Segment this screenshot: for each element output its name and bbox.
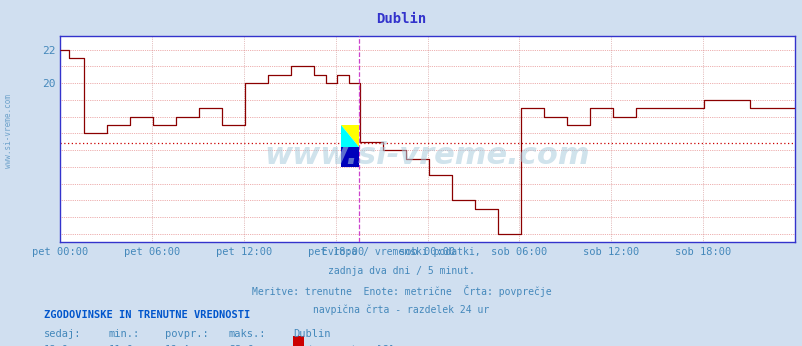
Text: maks.:: maks.: [229,329,266,339]
Text: Meritve: trenutne  Enote: metrične  Črta: povprečje: Meritve: trenutne Enote: metrične Črta: … [251,285,551,298]
Text: 18,0: 18,0 [44,345,69,346]
Text: ZGODOVINSKE IN TRENUTNE VREDNOSTI: ZGODOVINSKE IN TRENUTNE VREDNOSTI [44,310,250,320]
Text: navpična črta - razdelek 24 ur: navpična črta - razdelek 24 ur [313,304,489,315]
Text: www.si-vreme.com: www.si-vreme.com [3,94,13,169]
Text: povpr.:: povpr.: [164,329,208,339]
Bar [340,147,358,167]
Text: Evropa / vremenski podatki,: Evropa / vremenski podatki, [322,247,480,257]
Text: zadnja dva dni / 5 minut.: zadnja dva dni / 5 minut. [328,266,474,276]
Text: sedaj:: sedaj: [44,329,82,339]
Text: 22,0: 22,0 [229,345,253,346]
Polygon shape [340,125,358,147]
Text: www.si-vreme.com: www.si-vreme.com [265,141,589,170]
Polygon shape [340,125,358,147]
Text: 16,4: 16,4 [164,345,189,346]
Text: 11,0: 11,0 [108,345,133,346]
Text: temperatura[C]: temperatura[C] [307,345,395,346]
Text: min.:: min.: [108,329,140,339]
Text: Dublin: Dublin [376,12,426,26]
Text: Dublin: Dublin [293,329,330,339]
